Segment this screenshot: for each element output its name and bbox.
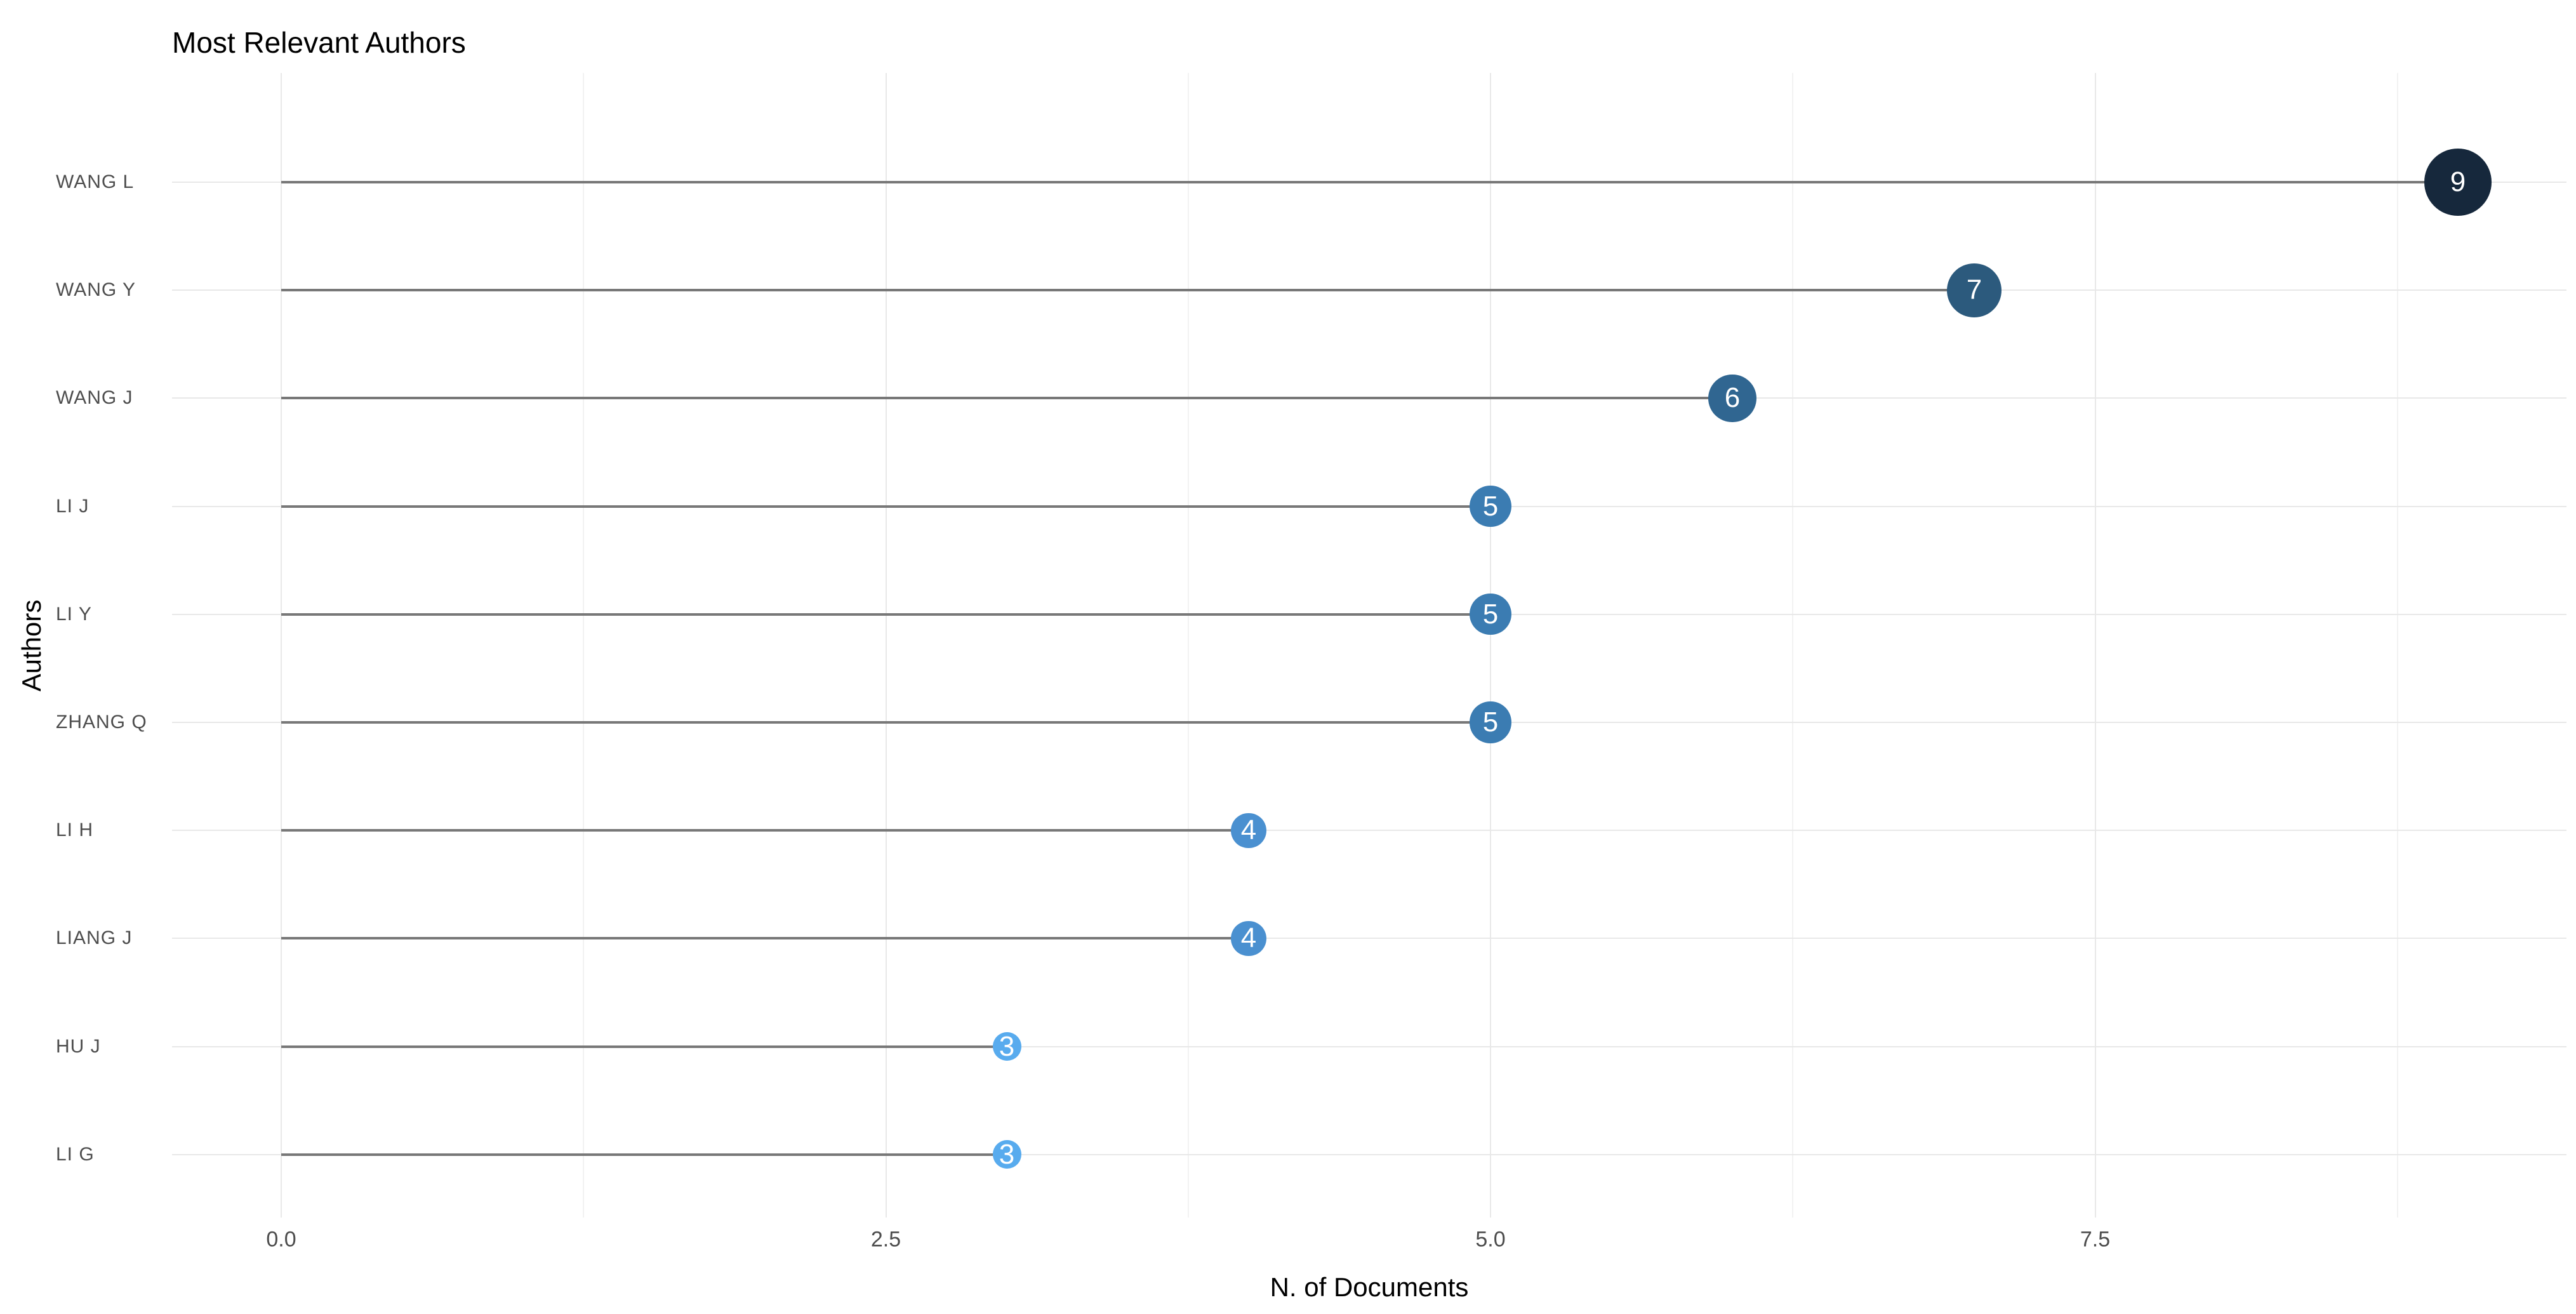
x-tick-label: 2.5 <box>870 1227 901 1252</box>
x-tick-label: 0.0 <box>266 1227 296 1252</box>
x-tick-label: 7.5 <box>2080 1227 2111 1252</box>
doc-count-bubble[interactable]: 5 <box>1470 701 1511 743</box>
doc-count-bubble[interactable]: 4 <box>1231 920 1266 956</box>
doc-count-label: 5 <box>1482 490 1499 522</box>
doc-count-bubble[interactable]: 7 <box>1947 263 2002 317</box>
lollipop-stem <box>281 181 2458 183</box>
y-tick-label: LI Y <box>56 603 92 625</box>
doc-count-bubble[interactable]: 6 <box>1708 374 1756 423</box>
lollipop-stem <box>281 829 1249 832</box>
doc-count-bubble[interactable]: 5 <box>1470 594 1511 635</box>
x-minor-gridline <box>2396 73 2398 1218</box>
lollipop-stem <box>281 1045 1007 1048</box>
chart-title: Most Relevant Authors <box>172 26 466 59</box>
lollipop-stem <box>281 937 1249 940</box>
doc-count-label: 4 <box>1240 922 1257 954</box>
y-tick-label: ZHANG Q <box>56 712 147 733</box>
doc-count-bubble[interactable]: 3 <box>992 1030 1021 1062</box>
y-tick-label: LIANG J <box>56 927 133 949</box>
x-major-gridline <box>2094 73 2096 1218</box>
x-major-gridline <box>1490 73 1491 1218</box>
x-axis-title: N. of Documents <box>1270 1272 1469 1302</box>
lollipop-stem <box>281 613 1490 616</box>
lollipop-stem <box>281 505 1490 508</box>
row-gridline <box>172 938 2566 939</box>
y-tick-label: LI G <box>56 1143 95 1165</box>
doc-count-label: 7 <box>1966 274 1982 306</box>
x-minor-gridline <box>1792 73 1794 1218</box>
doc-count-label: 5 <box>1482 598 1499 630</box>
x-minor-gridline <box>583 73 585 1218</box>
doc-count-label: 5 <box>1482 706 1499 738</box>
lollipop-stem <box>281 1153 1007 1156</box>
lollipop-stem <box>281 721 1490 724</box>
y-tick-label: LI J <box>56 495 90 517</box>
row-gridline <box>172 1153 2566 1155</box>
y-axis-title: Authors <box>17 599 46 692</box>
x-minor-gridline <box>1187 73 1189 1218</box>
x-major-gridline <box>281 73 282 1218</box>
doc-count-label: 9 <box>2450 166 2466 197</box>
plot-panel: 9 7 6 5 5 5 4 4 3 3 <box>172 73 2566 1218</box>
doc-count-label: 3 <box>999 1138 1015 1170</box>
lollipop-stem <box>281 289 1974 292</box>
x-tick-label: 5.0 <box>1475 1227 1506 1252</box>
y-tick-label: WANG Y <box>56 279 136 301</box>
y-tick-label: WANG L <box>56 171 135 192</box>
doc-count-label: 6 <box>1724 382 1741 414</box>
doc-count-bubble[interactable]: 4 <box>1231 813 1266 848</box>
doc-count-bubble[interactable]: 5 <box>1470 486 1511 528</box>
y-tick-label: HU J <box>56 1035 101 1057</box>
doc-count-label: 3 <box>999 1030 1015 1062</box>
row-gridline <box>172 830 2566 832</box>
doc-count-bubble[interactable]: 9 <box>2424 149 2492 216</box>
x-major-gridline <box>885 73 887 1218</box>
doc-count-bubble[interactable]: 3 <box>992 1138 1021 1170</box>
lollipop-stem <box>281 397 1732 400</box>
row-gridline <box>172 1045 2566 1047</box>
doc-count-label: 4 <box>1240 814 1257 846</box>
y-tick-label: WANG J <box>56 387 133 409</box>
y-tick-label: LI H <box>56 820 94 841</box>
